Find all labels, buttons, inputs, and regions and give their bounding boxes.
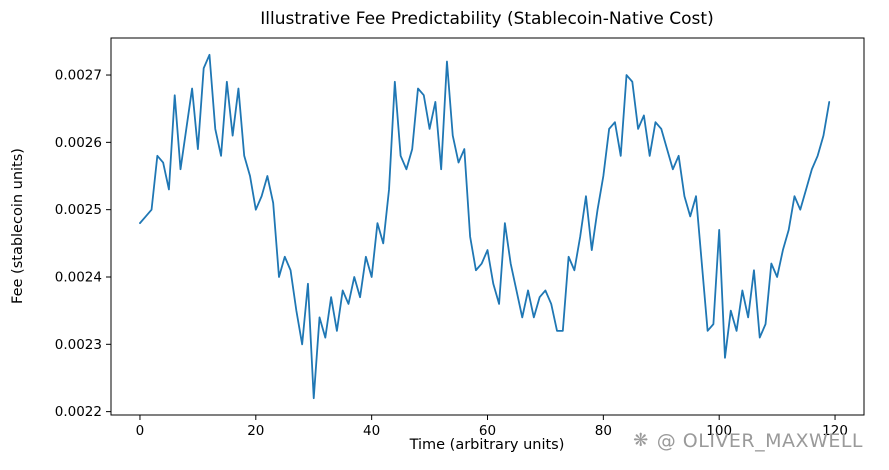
y-tick-label: 0.0024	[55, 269, 102, 285]
watermark-icon: ❋	[633, 430, 649, 451]
x-axis-label: Time (arbitrary units)	[409, 437, 565, 453]
x-tick-label: 0	[136, 423, 145, 439]
plot-border	[110, 37, 865, 416]
x-tick-label: 20	[247, 423, 264, 439]
watermark: ❋ @ OLIVER_MAXWELL	[633, 430, 863, 452]
y-tick-label: 0.0022	[55, 404, 102, 420]
watermark-text: @ OLIVER_MAXWELL	[656, 430, 863, 452]
x-tick-label: 100	[706, 423, 732, 439]
y-tick-label: 0.0027	[55, 68, 102, 84]
y-tick-label: 0.0023	[55, 337, 102, 353]
x-tick-label: 40	[363, 423, 380, 439]
y-tick-label: 0.0026	[55, 135, 102, 151]
chart-title: Illustrative Fee Predictability (Stablec…	[260, 9, 713, 29]
fee-line	[139, 53, 831, 400]
x-tick-label: 80	[595, 423, 612, 439]
x-tick-label: 120	[822, 423, 848, 439]
x-tick-label: 60	[479, 423, 496, 439]
y-axis-label: Fee (stablecoin units)	[10, 148, 26, 304]
y-tick-label: 0.0025	[55, 202, 102, 218]
